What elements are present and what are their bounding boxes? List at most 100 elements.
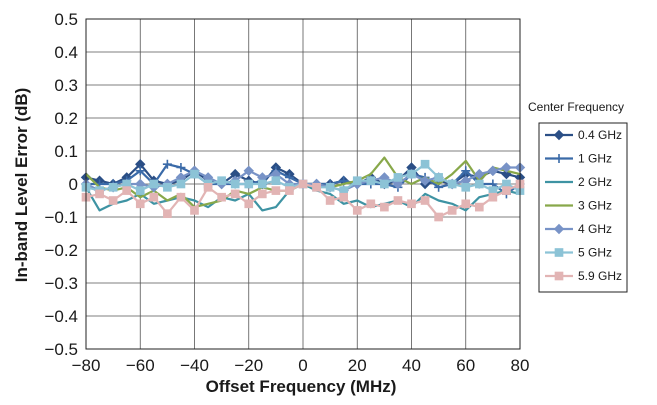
data-point bbox=[217, 192, 226, 202]
data-point bbox=[217, 176, 226, 186]
legend-label: 0.4 GHz bbox=[578, 128, 622, 142]
data-point bbox=[325, 182, 335, 192]
data-point bbox=[461, 166, 471, 176]
legend-item: 2 GHz bbox=[545, 175, 612, 189]
data-point bbox=[447, 206, 457, 215]
x-tick-label: −40 bbox=[180, 356, 209, 375]
data-point bbox=[474, 179, 484, 189]
y-tick-label: −0.3 bbox=[44, 274, 78, 293]
x-tick-label: −80 bbox=[72, 356, 101, 375]
data-point bbox=[176, 179, 186, 189]
data-point bbox=[312, 182, 321, 192]
data-point bbox=[203, 182, 213, 192]
legend-box bbox=[538, 122, 628, 293]
data-point bbox=[366, 176, 376, 186]
x-tick-label: −60 bbox=[126, 356, 155, 375]
legend-item: 5.9 GHz bbox=[545, 269, 622, 283]
y-tick-label: −0.5 bbox=[44, 340, 78, 359]
legend-item: 4 GHz bbox=[545, 222, 612, 236]
data-point bbox=[243, 165, 254, 177]
legend-label: 1 GHz bbox=[578, 152, 612, 166]
data-point bbox=[392, 178, 404, 190]
y-tick-label: −0.1 bbox=[44, 208, 78, 227]
data-point bbox=[108, 182, 118, 192]
data-point bbox=[257, 179, 267, 189]
data-point bbox=[108, 196, 118, 205]
data-point bbox=[393, 173, 403, 182]
y-tick-labels: 0.5 0.4 0.3 0.2 0.1 0 −0.1 −0.2 −0.3 −0.4 −0.5 bbox=[44, 10, 78, 359]
data-point bbox=[554, 271, 564, 281]
data-point bbox=[407, 199, 416, 209]
legend-label: 2 GHz bbox=[578, 175, 612, 189]
data-point bbox=[501, 162, 512, 173]
data-point bbox=[176, 163, 186, 172]
y-tick-label: −0.4 bbox=[44, 307, 78, 326]
data-point bbox=[380, 179, 389, 189]
data-point bbox=[461, 182, 471, 192]
data-point bbox=[230, 189, 240, 199]
data-point bbox=[176, 192, 186, 202]
data-point bbox=[393, 196, 403, 205]
data-point bbox=[325, 196, 335, 205]
data-point bbox=[420, 196, 430, 205]
data-point bbox=[366, 199, 376, 209]
data-point bbox=[230, 179, 240, 189]
data-point bbox=[285, 186, 294, 195]
data-point bbox=[474, 202, 484, 212]
legend-item: 5 GHz bbox=[545, 246, 612, 260]
legend-item: 0.4 GHz bbox=[545, 128, 622, 142]
data-point bbox=[434, 212, 443, 222]
y-tick-label: 0.1 bbox=[54, 142, 78, 161]
data-point bbox=[298, 179, 308, 189]
data-point bbox=[554, 154, 564, 163]
data-point bbox=[271, 176, 281, 186]
data-point bbox=[487, 165, 499, 177]
data-point bbox=[163, 182, 172, 192]
series-layer bbox=[80, 156, 526, 222]
data-point bbox=[352, 176, 362, 186]
y-tick-label: 0.2 bbox=[54, 109, 78, 128]
data-point bbox=[554, 248, 564, 257]
data-point bbox=[434, 173, 443, 182]
y-tick-label: 0.3 bbox=[54, 76, 78, 95]
data-point bbox=[461, 199, 471, 209]
y-axis-title: In-band Level Error (dB) bbox=[12, 88, 31, 283]
data-point bbox=[502, 186, 511, 195]
data-point bbox=[122, 186, 132, 195]
legend-item: 3 GHz bbox=[545, 199, 612, 213]
legend-label: 4 GHz bbox=[578, 222, 612, 236]
x-tick-label: 80 bbox=[511, 356, 530, 375]
data-point bbox=[553, 223, 565, 235]
data-point bbox=[257, 189, 267, 199]
legend-item: 1 GHz bbox=[545, 152, 612, 166]
x-tick-label: −20 bbox=[234, 356, 263, 375]
x-tick-label: 60 bbox=[456, 356, 475, 375]
legend-label: 5.9 GHz bbox=[578, 269, 622, 283]
data-point bbox=[380, 202, 389, 212]
legend-label: 5 GHz bbox=[578, 246, 612, 260]
data-point bbox=[420, 159, 430, 169]
data-point bbox=[149, 179, 159, 189]
data-point bbox=[447, 179, 457, 189]
y-tick-label: 0.5 bbox=[54, 10, 78, 29]
data-point bbox=[339, 192, 349, 202]
data-point bbox=[149, 192, 159, 202]
data-point bbox=[419, 175, 431, 186]
y-tick-label: 0 bbox=[69, 175, 78, 194]
x-axis-title: Offset Frequency (MHz) bbox=[206, 377, 397, 396]
data-point bbox=[135, 199, 145, 209]
x-tick-label: 20 bbox=[348, 356, 367, 375]
data-point bbox=[135, 186, 145, 195]
x-tick-label: 40 bbox=[402, 356, 421, 375]
data-point bbox=[190, 206, 199, 215]
data-point bbox=[162, 159, 172, 169]
data-point bbox=[244, 199, 254, 209]
x-tick-label: 0 bbox=[298, 356, 307, 375]
data-point bbox=[474, 168, 485, 180]
data-point bbox=[352, 206, 362, 215]
data-point bbox=[488, 192, 498, 202]
data-point bbox=[407, 169, 416, 179]
y-tick-label: 0.4 bbox=[54, 43, 78, 62]
